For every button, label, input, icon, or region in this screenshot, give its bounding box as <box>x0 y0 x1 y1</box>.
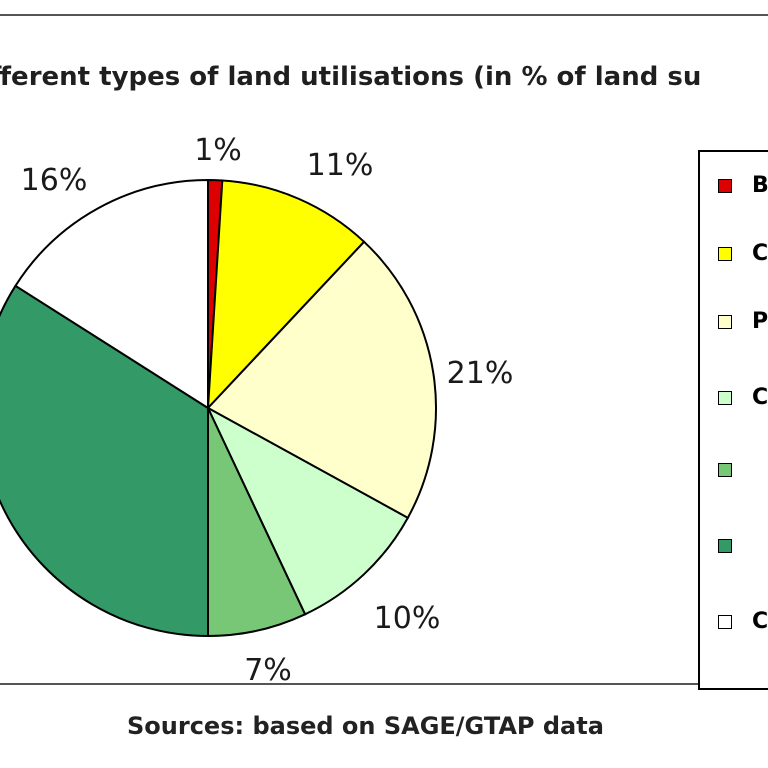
source-note: Sources: based on SAGE/GTAP data <box>127 712 604 740</box>
legend-label: C <box>752 241 768 266</box>
pie-slice <box>14 178 209 410</box>
legend-swatch <box>718 315 732 329</box>
legend-swatch <box>718 539 732 553</box>
slice-label: 11% <box>307 148 374 183</box>
legend-label: C <box>752 385 768 410</box>
pie-slice <box>205 405 410 616</box>
legend: B C P C C <box>698 150 768 690</box>
legend-label: B <box>752 173 768 198</box>
slice-label: 1% <box>194 133 242 168</box>
chart-title: fferent types of land utilisations (in %… <box>0 62 702 92</box>
slice-label: 21% <box>447 356 514 391</box>
slice-label: 16% <box>21 163 88 198</box>
pie-slice <box>206 240 437 520</box>
legend-label: P <box>752 309 768 334</box>
legend-swatch <box>718 179 732 193</box>
legend-swatch <box>718 247 732 261</box>
legend-swatch <box>718 391 732 405</box>
pie-slice <box>206 179 366 411</box>
legend-swatch <box>718 463 732 477</box>
legend-swatch <box>718 615 732 629</box>
slice-label: 7% <box>244 653 292 688</box>
slice-label: 10% <box>374 601 441 636</box>
pie-slice <box>0 284 209 638</box>
legend-label: C <box>752 609 768 634</box>
chart-frame <box>0 14 768 685</box>
